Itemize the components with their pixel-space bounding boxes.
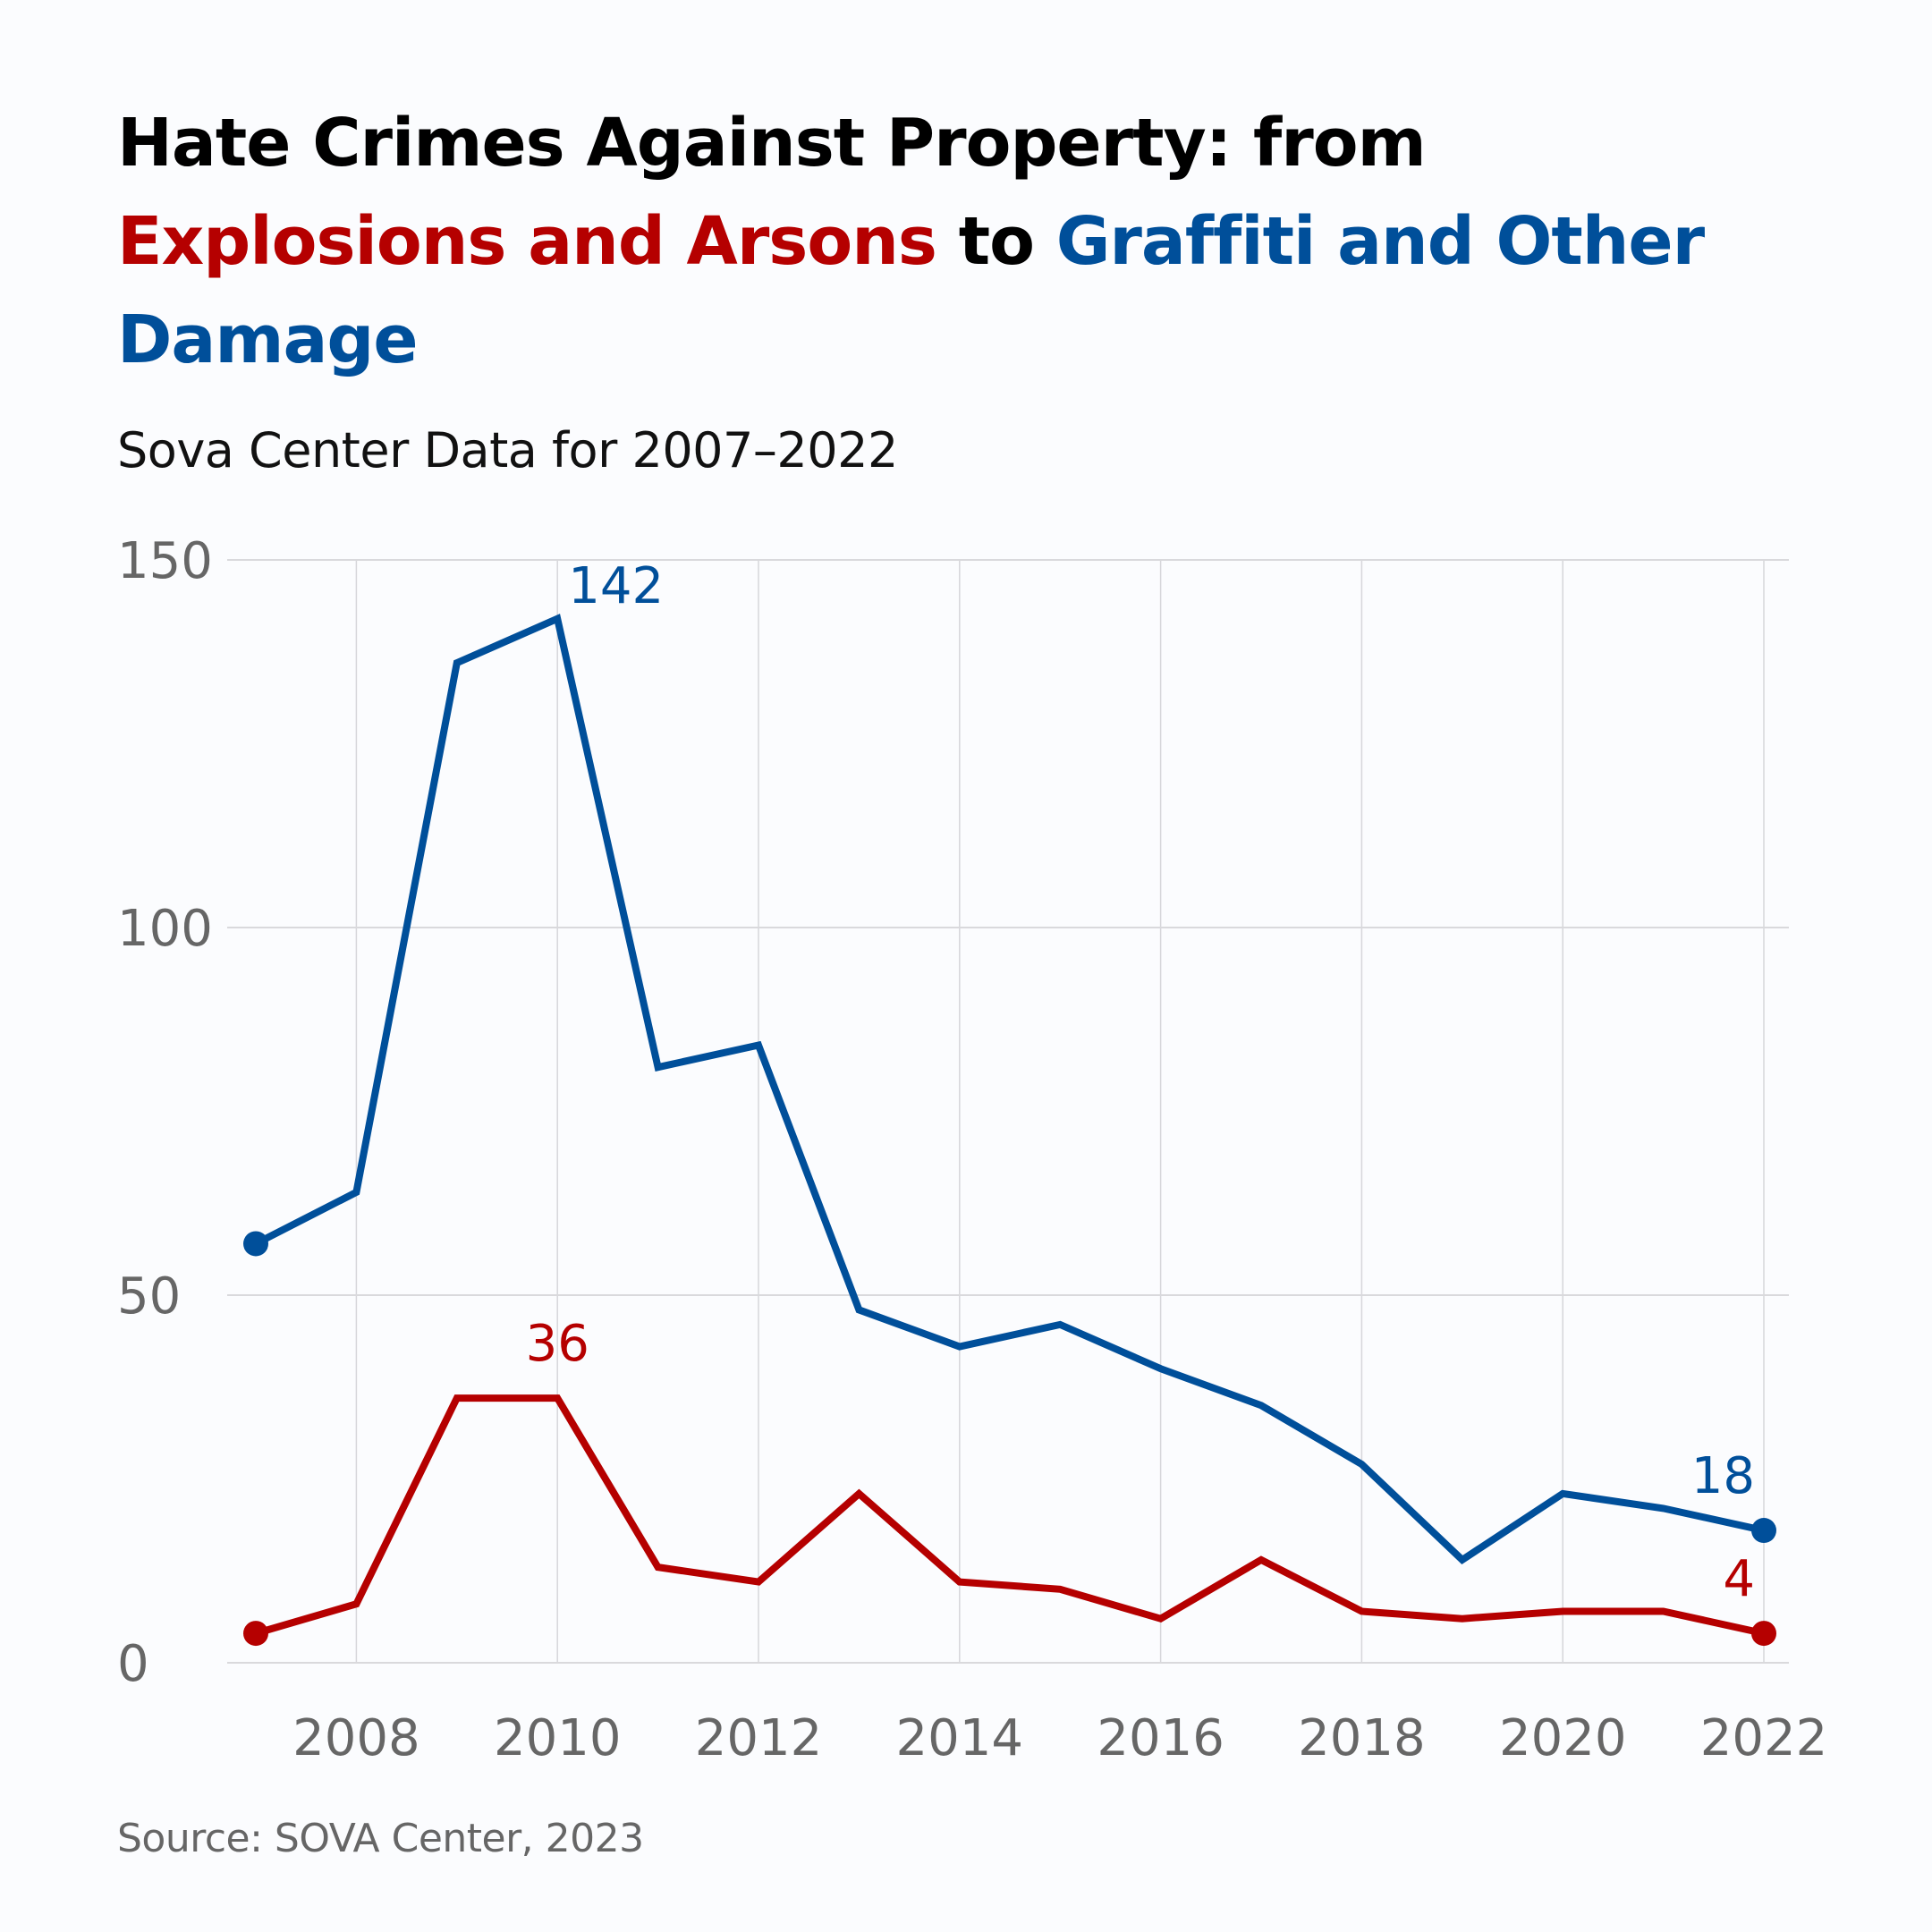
- endpoint-marker: [1751, 1621, 1776, 1647]
- x-tick-label: 2022: [1700, 1709, 1828, 1767]
- x-tick-label: 2014: [896, 1709, 1024, 1767]
- title-series-explosions: Explosions and Arsons: [117, 203, 937, 280]
- title-series-graffiti: Graffiti and Other Damage: [117, 203, 1705, 378]
- data-labels: 142 18 36 4: [526, 557, 1755, 1608]
- y-tick-label: 150: [117, 532, 213, 590]
- y-tick-label: 0: [117, 1635, 149, 1693]
- chart-subtitle: Sova Center Data for 2007–2022: [117, 422, 898, 479]
- x-tick-label: 2016: [1097, 1709, 1224, 1767]
- endpoint-marker: [1751, 1518, 1776, 1544]
- data-label: 18: [1691, 1447, 1755, 1505]
- x-tick-label: 2020: [1499, 1709, 1627, 1767]
- gridlines: [227, 559, 1789, 1664]
- chart-title: Hate Crimes Against Property: from Explo…: [117, 94, 1817, 389]
- endpoint-marker: [243, 1231, 268, 1257]
- y-axis-ticks: 0 50 100 150: [117, 532, 213, 1693]
- data-label: 4: [1723, 1550, 1755, 1608]
- x-tick-label: 2018: [1298, 1709, 1426, 1767]
- source-note: Source: SOVA Center, 2023: [117, 1816, 644, 1861]
- series-line-explosions: [254, 1394, 1765, 1638]
- title-part-1: Hate Crimes Against Property: from: [117, 105, 1427, 182]
- series-line-graffiti: [254, 614, 1765, 1565]
- y-tick-label: 50: [117, 1267, 181, 1326]
- x-tick-label: 2008: [292, 1709, 420, 1767]
- x-axis-ticks: 2008 2010 2012 2014 2016 2018 2020 2022: [292, 1709, 1827, 1767]
- y-tick-label: 100: [117, 900, 213, 958]
- endpoint-marker: [243, 1621, 268, 1647]
- data-label: 36: [526, 1315, 589, 1373]
- x-tick-label: 2010: [494, 1709, 622, 1767]
- series-lines: [243, 614, 1776, 1647]
- data-label: 142: [568, 557, 664, 615]
- x-tick-label: 2012: [695, 1709, 823, 1767]
- title-connector: to: [958, 203, 1035, 280]
